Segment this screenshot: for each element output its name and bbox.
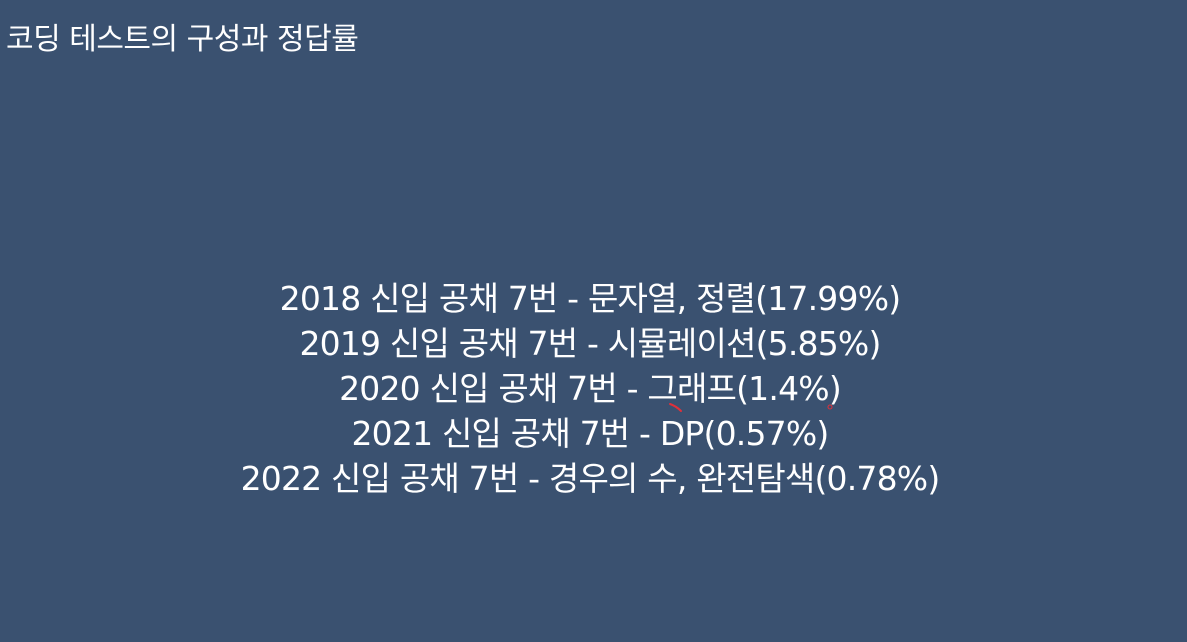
list-item: 2020 신입 공채 7번 - 그래프(1.4%) — [339, 369, 842, 408]
list-item: 2019 신입 공채 7번 - 시뮬레이션(5.85%) — [299, 324, 881, 363]
list-item: 2021 신입 공채 7번 - DP(0.57%) — [351, 414, 829, 453]
slide-title: 코딩 테스트의 구성과 정답률 — [6, 22, 359, 57]
list-item: 2022 신입 공채 7번 - 경우의 수, 완전탐색(0.78%) — [240, 459, 941, 498]
list-item: 2018 신입 공채 7번 - 문자열, 정렬(17.99%) — [279, 279, 902, 318]
item-list: 2018 신입 공채 7번 - 문자열, 정렬(17.99%) 2019 신입 … — [0, 276, 1180, 501]
